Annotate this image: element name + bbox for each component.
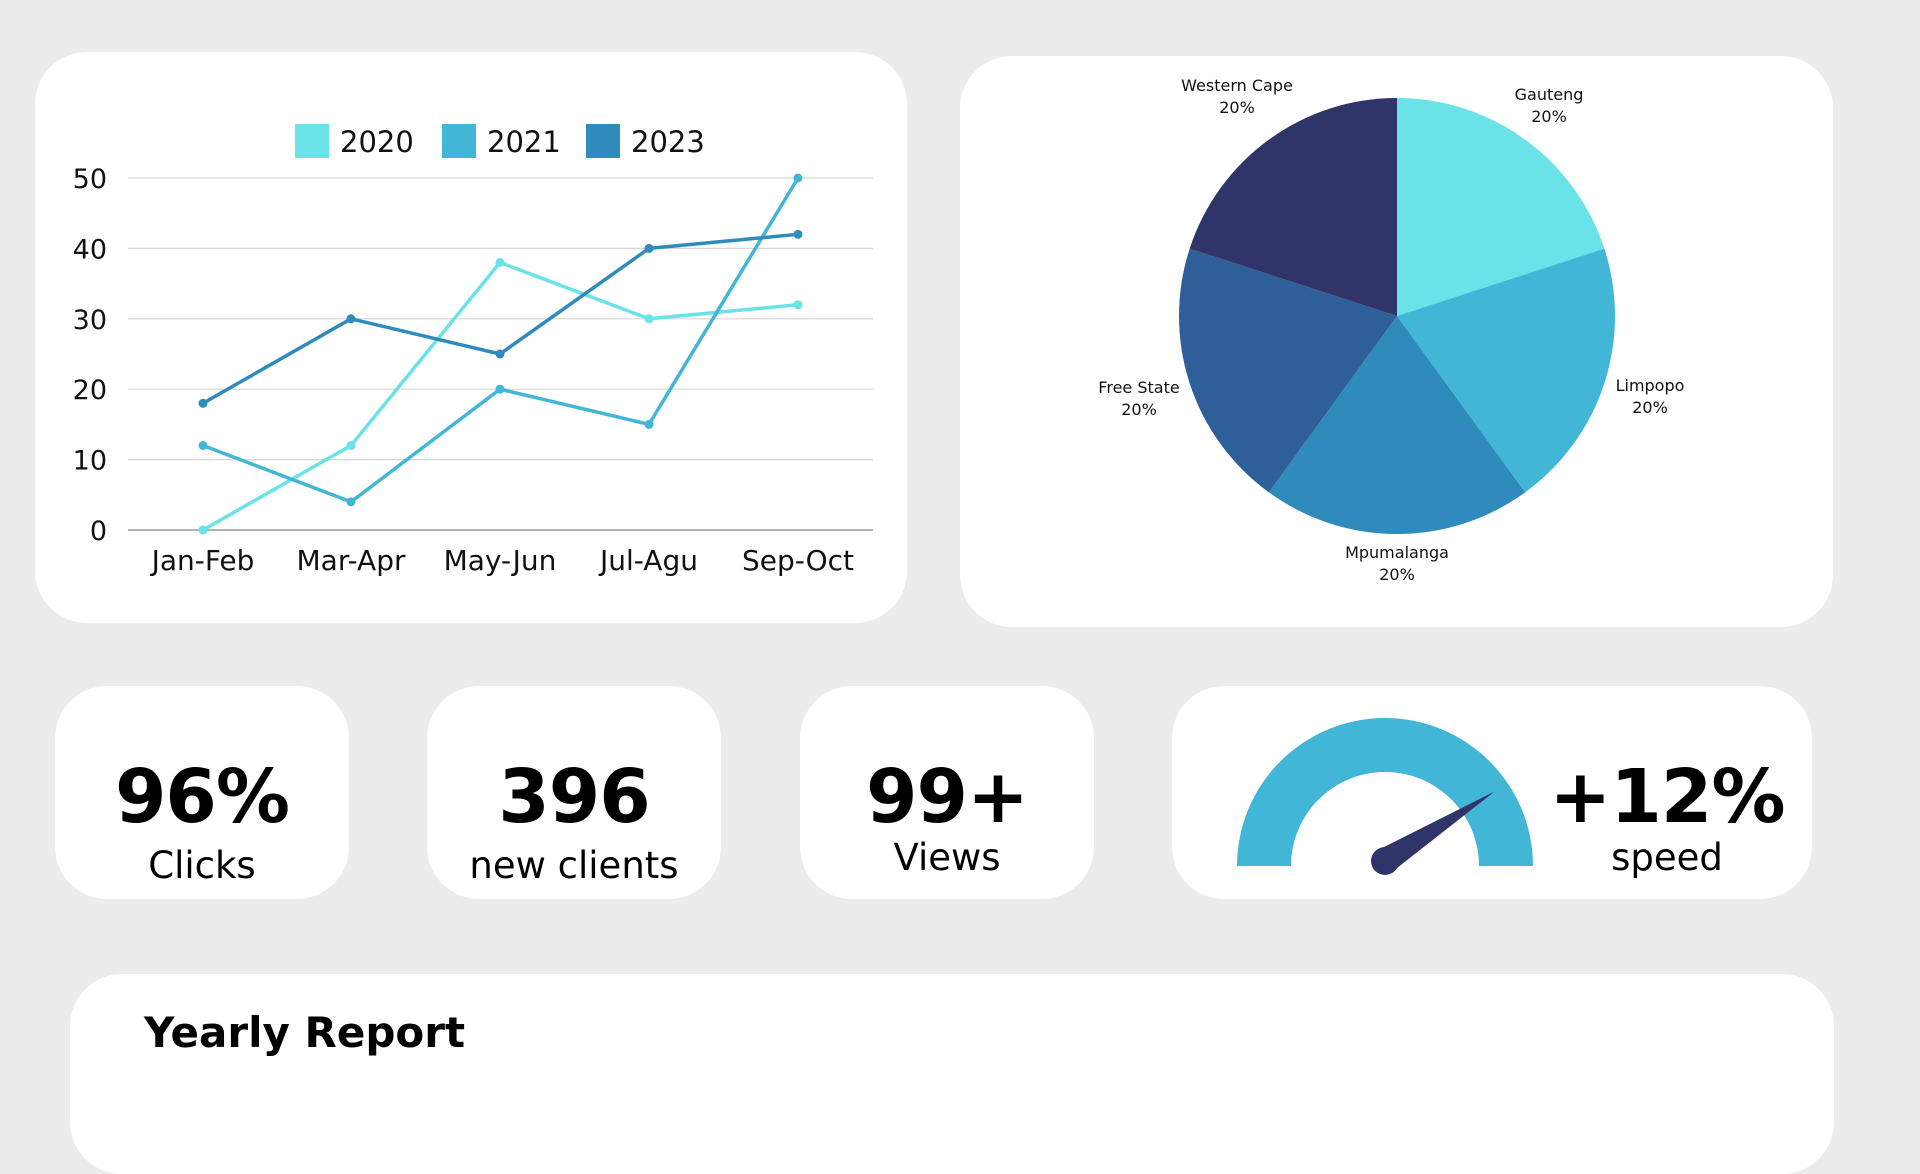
legend-swatch-2020 (295, 124, 329, 158)
y-tick-label: 10 (73, 446, 107, 477)
pie-label: Gauteng (1515, 85, 1584, 104)
pie-value-label: 20% (1531, 107, 1567, 126)
data-point-2021 (793, 173, 803, 183)
pie-label: Free State (1098, 378, 1179, 397)
y-tick-label: 50 (73, 164, 107, 195)
x-tick-label: Jan-Feb (150, 544, 255, 577)
y-tick-label: 0 (90, 516, 107, 547)
data-point-2020 (793, 300, 803, 310)
pie-slice-free-state (1179, 248, 1397, 493)
gauge-arc (1237, 718, 1533, 866)
pie-value-label: 20% (1632, 398, 1668, 417)
line-chart: 0 10 20 30 40 50 Jan-Feb Mar-Apr May-Jun Jul-Agu S… (73, 124, 873, 577)
data-point-2021 (198, 441, 208, 451)
pie-slice-limpopo (1397, 248, 1615, 493)
speed-label: speed (1611, 836, 1723, 879)
legend-swatch-2023 (586, 124, 620, 158)
y-tick-label: 30 (73, 305, 107, 336)
data-point-2023 (793, 229, 803, 239)
stat-card-new-clients: 396 new clients (427, 686, 721, 899)
data-point-2023 (198, 398, 208, 408)
speed-card: +12% speed (1172, 686, 1812, 899)
pie-label: Mpumalanga (1345, 543, 1449, 562)
data-point-2021 (644, 419, 654, 429)
speed-value: +12% (1549, 754, 1785, 840)
pie-label: Western Cape (1181, 76, 1293, 95)
data-point-2020 (495, 257, 505, 267)
legend-label-2021: 2021 (487, 125, 561, 159)
gauge-hub (1371, 847, 1399, 875)
stat-card-views: 99+ Views (800, 686, 1094, 899)
pie-slice-mpumalanga (1268, 316, 1526, 534)
data-point-2020 (644, 314, 654, 324)
data-point-2023 (495, 349, 505, 359)
line-chart-card: 0 10 20 30 40 50 Jan-Feb Mar-Apr May-Jun Jul-Agu S… (35, 52, 907, 623)
stat-label-new-clients: new clients (469, 844, 679, 887)
legend-swatch-2021 (442, 124, 476, 158)
data-point-2023 (644, 243, 654, 253)
stat-label-views: Views (893, 836, 1001, 879)
data-point-2020 (346, 441, 356, 451)
pie-value-label: 20% (1219, 98, 1255, 117)
x-tick-label: Sep-Oct (742, 544, 854, 577)
legend-label-2020: 2020 (340, 125, 414, 159)
report-title: Yearly Report (144, 1008, 466, 1057)
x-tick-label: May-Jun (444, 544, 557, 577)
stat-value-clicks: 96% (114, 754, 290, 840)
stat-value-views: 99+ (866, 754, 1029, 840)
pie-value-label: 20% (1121, 400, 1157, 419)
pie-chart: Gauteng 20% Limpopo 20% Mpumalanga 20% Free St… (1098, 76, 1685, 584)
data-point-2020 (198, 525, 208, 535)
pie-slice-gauteng (1397, 98, 1605, 316)
stat-card-clicks: 96% Clicks (55, 686, 349, 899)
gauge-needle-icon (1378, 791, 1495, 872)
speedometer-gauge (1237, 718, 1533, 875)
x-tick-label: Mar-Apr (297, 544, 406, 577)
data-point-2021 (346, 497, 356, 507)
series-line-2020 (201, 260, 800, 532)
x-tick-label: Jul-Agu (598, 544, 698, 577)
pie-chart-card: Gauteng 20% Limpopo 20% Mpumalanga 20% Free St… (960, 56, 1833, 627)
yearly-report-card: Yearly Report (70, 974, 1834, 1174)
y-tick-label: 20 (73, 375, 107, 406)
legend-label-2023: 2023 (631, 125, 705, 159)
data-point-2023 (346, 314, 356, 324)
y-tick-label: 40 (73, 234, 107, 265)
pie-slice-western-cape (1189, 98, 1397, 316)
stat-value-new-clients: 396 (498, 754, 650, 840)
series-line-2021 (201, 176, 800, 504)
pie-value-label: 20% (1379, 565, 1415, 584)
pie-label: Limpopo (1616, 376, 1685, 395)
data-point-2021 (495, 384, 505, 394)
stat-label-clicks: Clicks (148, 844, 256, 887)
